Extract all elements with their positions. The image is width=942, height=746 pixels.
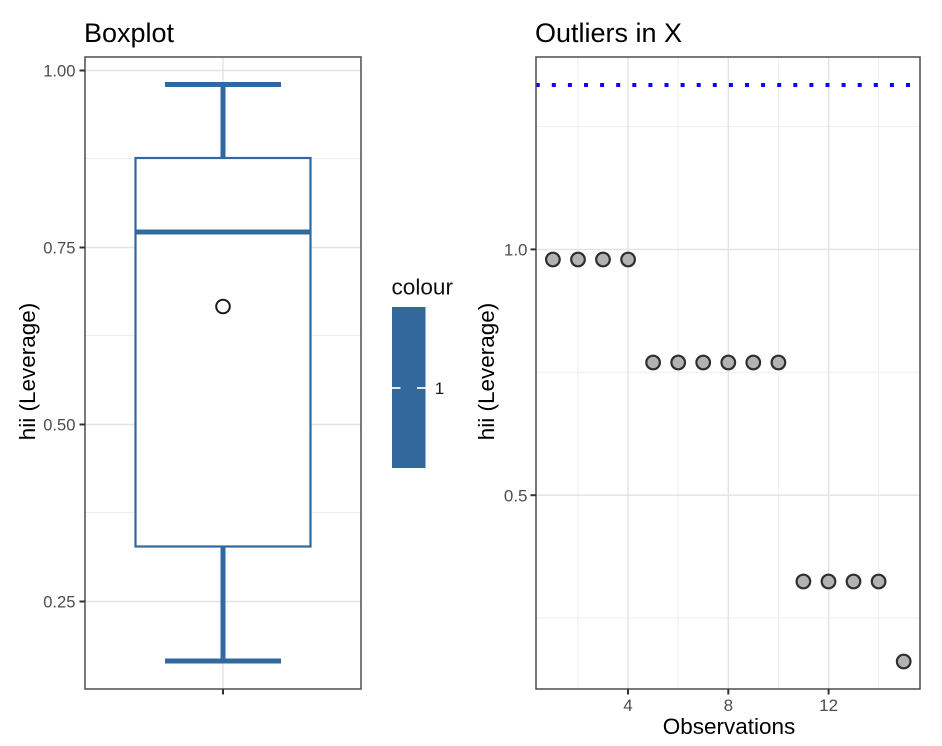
svg-text:0.5: 0.5	[504, 486, 528, 505]
svg-text:0.25: 0.25	[43, 593, 75, 612]
svg-text:8: 8	[724, 696, 733, 715]
svg-text:1: 1	[435, 379, 444, 398]
svg-text:hii (Leverage): hii (Leverage)	[474, 303, 499, 441]
svg-text:0.50: 0.50	[43, 416, 75, 435]
svg-text:hii (Leverage): hii (Leverage)	[15, 303, 40, 441]
svg-text:Observations: Observations	[663, 714, 796, 739]
svg-text:Boxplot: Boxplot	[84, 18, 175, 48]
svg-text:4: 4	[623, 696, 632, 715]
svg-text:colour: colour	[392, 275, 454, 300]
svg-text:1.00: 1.00	[43, 62, 75, 81]
svg-text:1.0: 1.0	[504, 241, 528, 260]
svg-text:0.75: 0.75	[43, 239, 75, 258]
svg-text:12: 12	[819, 696, 838, 715]
svg-text:Outliers in X: Outliers in X	[535, 18, 682, 48]
